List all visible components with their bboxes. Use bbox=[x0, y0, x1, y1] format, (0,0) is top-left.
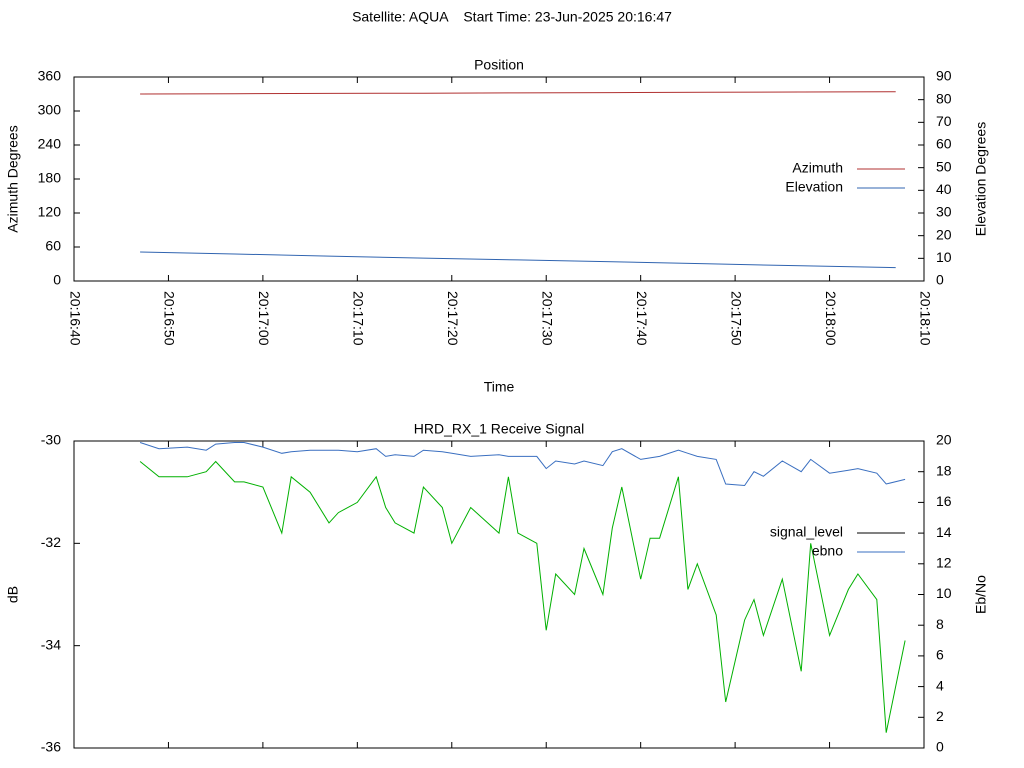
x-tick-label: 20:17:00 bbox=[256, 291, 272, 346]
y-tick-label: 360 bbox=[38, 68, 62, 84]
y2-tick-label: 80 bbox=[936, 90, 952, 106]
x-tick-label: 20:17:40 bbox=[634, 291, 650, 346]
x-tick-label: 20:17:10 bbox=[351, 291, 367, 346]
y2-tick-label: 30 bbox=[936, 204, 952, 220]
data-line bbox=[140, 251, 896, 269]
y2-tick-label: 12 bbox=[936, 555, 952, 571]
y2-tick-label: 0 bbox=[936, 272, 944, 288]
x-tick-label: 20:17:50 bbox=[728, 291, 744, 346]
legend-label: Elevation bbox=[785, 179, 843, 195]
y-tick-label: 240 bbox=[38, 136, 62, 152]
y2-tick-label: 10 bbox=[936, 585, 952, 601]
y-tick-label: 120 bbox=[38, 204, 62, 220]
y-tick-label: -30 bbox=[41, 432, 61, 448]
x-tick-label: 20:16:50 bbox=[162, 291, 178, 346]
y2-tick-label: 8 bbox=[936, 616, 944, 632]
y2-tick-label: 0 bbox=[936, 739, 944, 755]
data-line bbox=[139, 460, 906, 733]
legend-label: Azimuth bbox=[792, 160, 843, 176]
chart-title: Position bbox=[474, 57, 524, 73]
x-axis-label: Time bbox=[484, 379, 515, 395]
y2-tick-label: 2 bbox=[936, 708, 944, 724]
y2-tick-label: 20 bbox=[936, 226, 952, 242]
y2-tick-label: 4 bbox=[936, 677, 944, 693]
data-line bbox=[140, 91, 896, 95]
y2-tick-label: 40 bbox=[936, 181, 952, 197]
y2-tick-label: 10 bbox=[936, 249, 952, 265]
y2-tick-label: 16 bbox=[936, 493, 952, 509]
y-tick-label: 60 bbox=[45, 238, 61, 254]
chart-title: HRD_RX_1 Receive Signal bbox=[414, 421, 584, 437]
y2-tick-label: 14 bbox=[936, 524, 952, 540]
y-tick-label: 0 bbox=[53, 272, 61, 288]
plot-frame bbox=[73, 440, 925, 749]
y2-tick-label: 20 bbox=[936, 432, 952, 448]
y-tick-label: -32 bbox=[41, 534, 61, 550]
y2-tick-label: 6 bbox=[936, 647, 944, 663]
y2-tick-label: 50 bbox=[936, 158, 952, 174]
x-tick-label: 20:16:40 bbox=[67, 291, 83, 346]
y-tick-label: -34 bbox=[41, 636, 61, 652]
y2-axis-label: Eb/No bbox=[973, 575, 989, 614]
y-tick-label: -36 bbox=[41, 739, 61, 755]
y2-tick-label: 60 bbox=[936, 136, 952, 152]
y2-tick-label: 18 bbox=[936, 462, 952, 478]
y-tick-label: 180 bbox=[38, 170, 62, 186]
legend-label: ebno bbox=[812, 543, 843, 559]
y2-tick-label: 90 bbox=[936, 68, 952, 84]
y-axis-label: dB bbox=[5, 586, 21, 603]
legend-label: signal_level bbox=[770, 524, 843, 540]
x-tick-label: 20:17:20 bbox=[445, 291, 461, 346]
y-axis-label: Azimuth Degrees bbox=[5, 125, 21, 232]
x-tick-label: 20:18:10 bbox=[917, 291, 933, 346]
x-tick-label: 20:18:00 bbox=[823, 291, 839, 346]
figure-title: Satellite: AQUA Start Time: 23-Jun-2025 … bbox=[352, 9, 672, 25]
y2-axis-label: Elevation Degrees bbox=[973, 122, 989, 236]
y-tick-label: 300 bbox=[38, 102, 62, 118]
y2-tick-label: 70 bbox=[936, 113, 952, 129]
data-line bbox=[139, 442, 906, 487]
x-tick-label: 20:17:30 bbox=[540, 291, 556, 346]
